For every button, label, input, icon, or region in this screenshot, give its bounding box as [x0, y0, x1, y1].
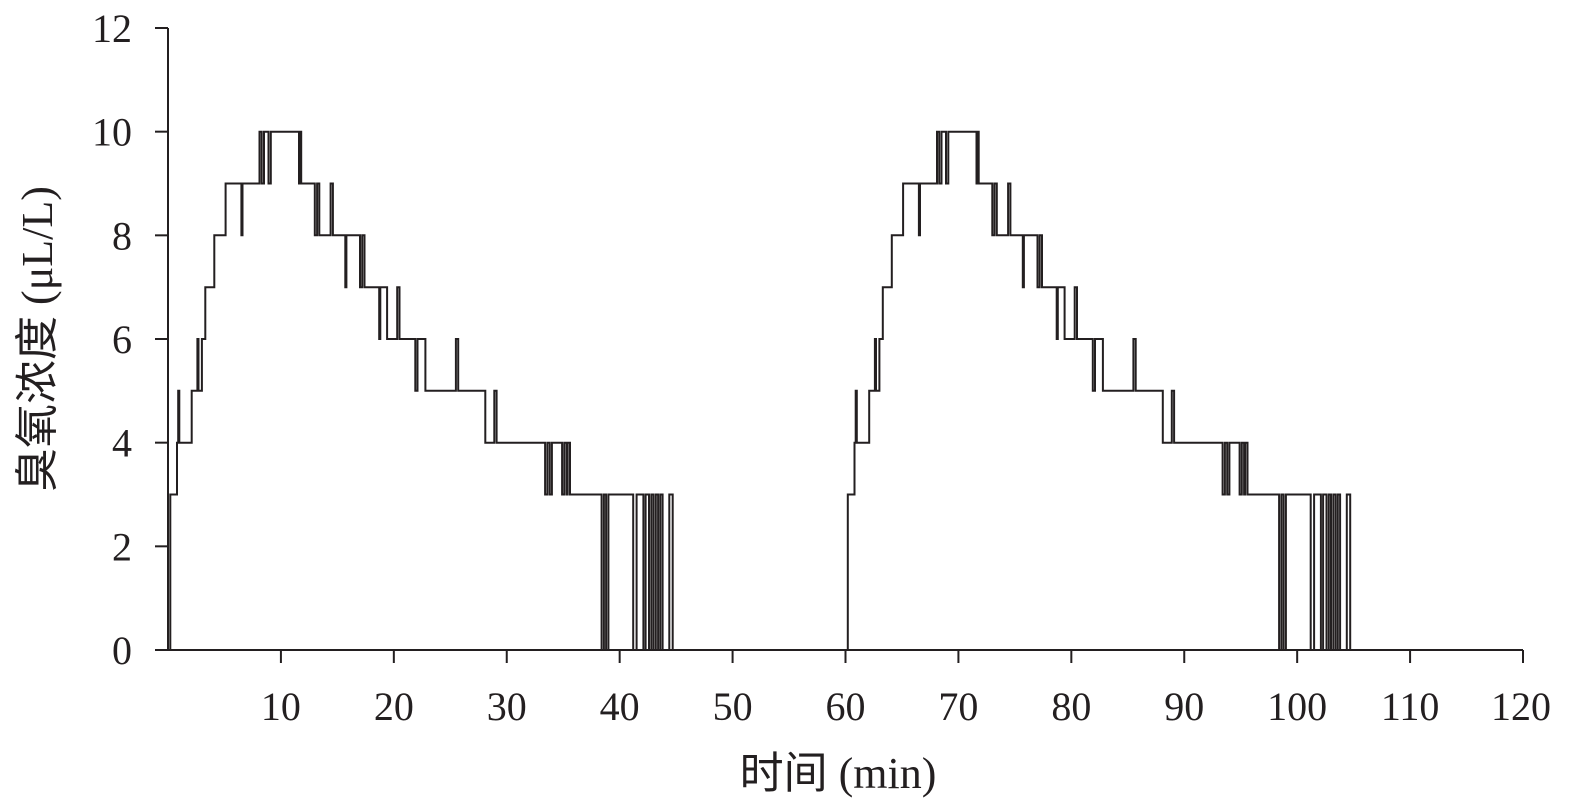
x-tick-label: 70 [938, 684, 978, 729]
y-tick-label: 12 [92, 6, 132, 51]
series-line-1 [168, 130, 677, 651]
x-axis-ticks: 10 20 30 40 50 60 70 80 90 100 110 120 [261, 650, 1551, 729]
x-tick-label: 120 [1491, 684, 1551, 729]
y-tick-label: 2 [112, 524, 132, 569]
y-tick-label: 10 [92, 110, 132, 155]
x-tick-label: 40 [600, 684, 640, 729]
x-tick-label: 110 [1381, 684, 1440, 729]
y-axis-title: 臭氧浓度 (μL/L) [13, 186, 62, 492]
y-tick-label: 0 [112, 628, 132, 673]
x-tick-label: 20 [374, 684, 414, 729]
x-tick-label: 80 [1051, 684, 1091, 729]
series-layer [168, 130, 1354, 651]
x-tick-label: 50 [713, 684, 753, 729]
x-tick-label: 60 [826, 684, 866, 729]
x-tick-label: 10 [261, 684, 301, 729]
series-line-2 [845, 130, 1354, 651]
x-tick-label: 90 [1164, 684, 1204, 729]
x-tick-label: 30 [487, 684, 527, 729]
y-tick-label: 8 [112, 213, 132, 258]
y-axis-ticks: 0 2 4 6 8 10 12 [92, 6, 168, 673]
x-axis-title: 时间 (min) [740, 749, 937, 798]
y-tick-label: 6 [112, 317, 132, 362]
x-tick-label: 100 [1267, 684, 1327, 729]
y-tick-label: 4 [112, 421, 132, 466]
